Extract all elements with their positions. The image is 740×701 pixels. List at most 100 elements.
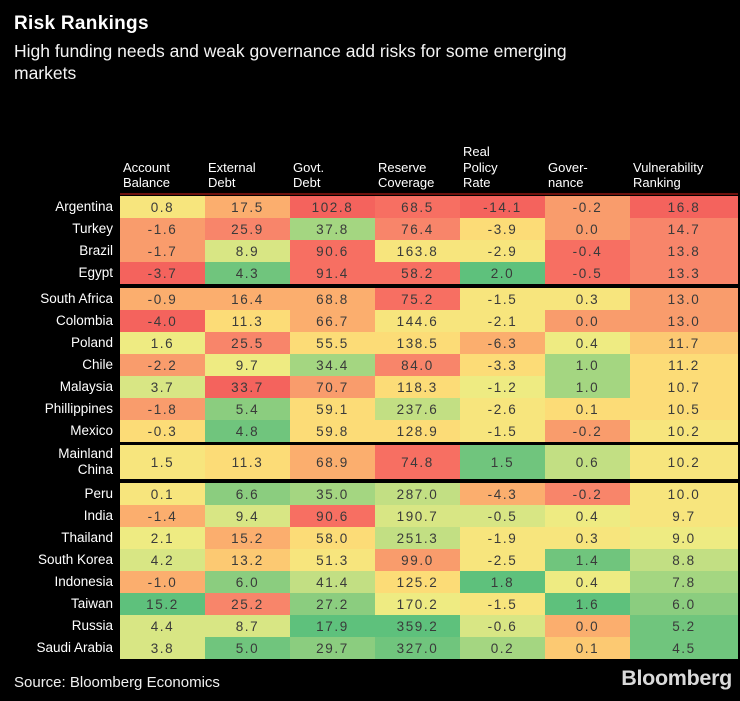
heatmap-cell: -6.3 [460, 332, 545, 355]
heatmap-cell: -1.6 [120, 218, 205, 241]
heatmap-cell: 68.9 [290, 445, 375, 480]
heatmap-cell: 16.8 [630, 196, 738, 219]
row-label: Peru [84, 486, 113, 502]
heatmap-cell: 3.8 [120, 637, 205, 660]
heatmap-cell: 0.8 [120, 196, 205, 219]
heatmap-cell: 4.3 [205, 262, 290, 285]
table-row: Saudi Arabia 3.8 5.0 29.7 327.0 0.2 0.1 4.5 [0, 637, 740, 660]
heatmap-cell: -0.5 [460, 505, 545, 528]
row-label: Malaysia [59, 379, 113, 395]
heatmap-cell: 6.6 [205, 483, 290, 506]
column-header: Real Policy Rate [463, 144, 498, 191]
heatmap-cell: -1.8 [120, 398, 205, 421]
heatmap-cell: -0.4 [545, 240, 630, 263]
heatmap-cell: 4.4 [120, 615, 205, 638]
table-row: Malaysia 3.7 33.7 70.7 118.3 -1.2 1.0 10.7 [0, 376, 740, 399]
row-label: Argentina [55, 199, 113, 215]
heatmap-cell: 58.2 [375, 262, 460, 285]
heatmap-cell: 4.8 [205, 420, 290, 443]
heatmap-cell: 13.2 [205, 549, 290, 572]
table-row: Mainland China 1.5 11.3 68.9 74.8 1.5 0.6 10.2 [0, 445, 740, 480]
heatmap-cell: 9.4 [205, 505, 290, 528]
heatmap-cell: 0.0 [545, 218, 630, 241]
heatmap-cell: 170.2 [375, 593, 460, 616]
row-label: Poland [70, 335, 113, 351]
column-header: Account Balance [123, 159, 170, 191]
heatmap-cell: 25.5 [205, 332, 290, 355]
heatmap-cell: 35.0 [290, 483, 375, 506]
table-row: South Africa -0.9 16.4 68.8 75.2 -1.5 0.3 13.0 [0, 288, 740, 311]
heatmap-cell: 34.4 [290, 354, 375, 377]
table-row: Indonesia -1.0 6.0 41.4 125.2 1.8 0.4 7.8 [0, 571, 740, 594]
heatmap-cell: 6.0 [205, 571, 290, 594]
heatmap-cell: 0.3 [545, 288, 630, 311]
column-header: Vulnerability Ranking [633, 159, 704, 191]
heatmap-cell: 13.0 [630, 310, 738, 333]
heatmap-cell: 13.3 [630, 262, 738, 285]
heatmap-cell: -0.5 [545, 262, 630, 285]
heatmap-cell: 5.2 [630, 615, 738, 638]
heatmap-cell: 0.0 [545, 615, 630, 638]
heatmap-cell: -2.6 [460, 398, 545, 421]
heatmap-cell: 0.1 [120, 483, 205, 506]
heatmap-cell: 9.7 [630, 505, 738, 528]
heatmap-cell: 163.8 [375, 240, 460, 263]
heatmap-cell: 190.7 [375, 505, 460, 528]
table-row: Egypt -3.7 4.3 91.4 58.2 2.0 -0.5 13.3 [0, 262, 740, 285]
table-row: Russia 4.4 8.7 17.9 359.2 -0.6 0.0 5.2 [0, 615, 740, 638]
heatmap-cell: 0.4 [545, 505, 630, 528]
heatmap-cell: 10.0 [630, 483, 738, 506]
table-row: Mexico -0.3 4.8 59.8 128.9 -1.5 -0.2 10.2 [0, 420, 740, 443]
heatmap-cell: 11.3 [205, 445, 290, 480]
heatmap-cell: 1.6 [545, 593, 630, 616]
heatmap-cell: 17.9 [290, 615, 375, 638]
heatmap-cell: 84.0 [375, 354, 460, 377]
heatmap-cell: 0.0 [545, 310, 630, 333]
row-label: India [83, 508, 113, 524]
heatmap-table: Account Balance External Debt Govt. Debt Re… [0, 144, 740, 660]
row-label: Russia [71, 618, 113, 634]
heatmap-cell: -0.2 [545, 420, 630, 443]
heatmap-cell: 8.8 [630, 549, 738, 572]
heatmap-cell: 1.0 [545, 354, 630, 377]
row-label: South Korea [37, 552, 113, 568]
heatmap-cell: -0.2 [545, 196, 630, 219]
heatmap-cell: -3.7 [120, 262, 205, 285]
heatmap-cell: 8.9 [205, 240, 290, 263]
heatmap-cell: -14.1 [460, 196, 545, 219]
heatmap-cell: -1.5 [460, 288, 545, 311]
heatmap-cell: 55.5 [290, 332, 375, 355]
heatmap-cell: 0.1 [545, 637, 630, 660]
heatmap-cell: 6.0 [630, 593, 738, 616]
heatmap-cell: 125.2 [375, 571, 460, 594]
heatmap-cell: 0.4 [545, 571, 630, 594]
heatmap-cell: 90.6 [290, 505, 375, 528]
heatmap-cell: 9.0 [630, 527, 738, 550]
heatmap-cell: 75.2 [375, 288, 460, 311]
heatmap-cell: 37.8 [290, 218, 375, 241]
heatmap-cell: 138.5 [375, 332, 460, 355]
table-row: Taiwan 15.2 25.2 27.2 170.2 -1.5 1.6 6.0 [0, 593, 740, 616]
row-label: Colombia [55, 313, 113, 329]
table-row: Brazil -1.7 8.9 90.6 163.8 -2.9 -0.4 13.8 [0, 240, 740, 263]
heatmap-cell: 90.6 [290, 240, 375, 263]
table-row: South Korea 4.2 13.2 51.3 99.0 -2.5 1.4 8.8 [0, 549, 740, 572]
heatmap-cell: 237.6 [375, 398, 460, 421]
heatmap-cell: -3.9 [460, 218, 545, 241]
column-header: Govt. Debt [293, 159, 325, 191]
heatmap-cell: 251.3 [375, 527, 460, 550]
heatmap-cell: -1.5 [460, 593, 545, 616]
row-label: Taiwan [70, 596, 113, 612]
source-note: Source: Bloomberg Economics [14, 674, 220, 692]
heatmap-cell: -1.2 [460, 376, 545, 399]
heatmap-cell: 118.3 [375, 376, 460, 399]
heatmap-cell: 5.0 [205, 637, 290, 660]
heatmap-cell: 2.0 [460, 262, 545, 285]
table-row: Argentina 0.8 17.5 102.8 68.5 -14.1 -0.2 16.8 [0, 196, 740, 219]
heatmap-cell: 25.2 [205, 593, 290, 616]
chart-subtitle: High funding needs and weak governance a… [14, 41, 567, 83]
heatmap-cell: 0.3 [545, 527, 630, 550]
heatmap-cell: 0.4 [545, 332, 630, 355]
heatmap-cell: 5.4 [205, 398, 290, 421]
